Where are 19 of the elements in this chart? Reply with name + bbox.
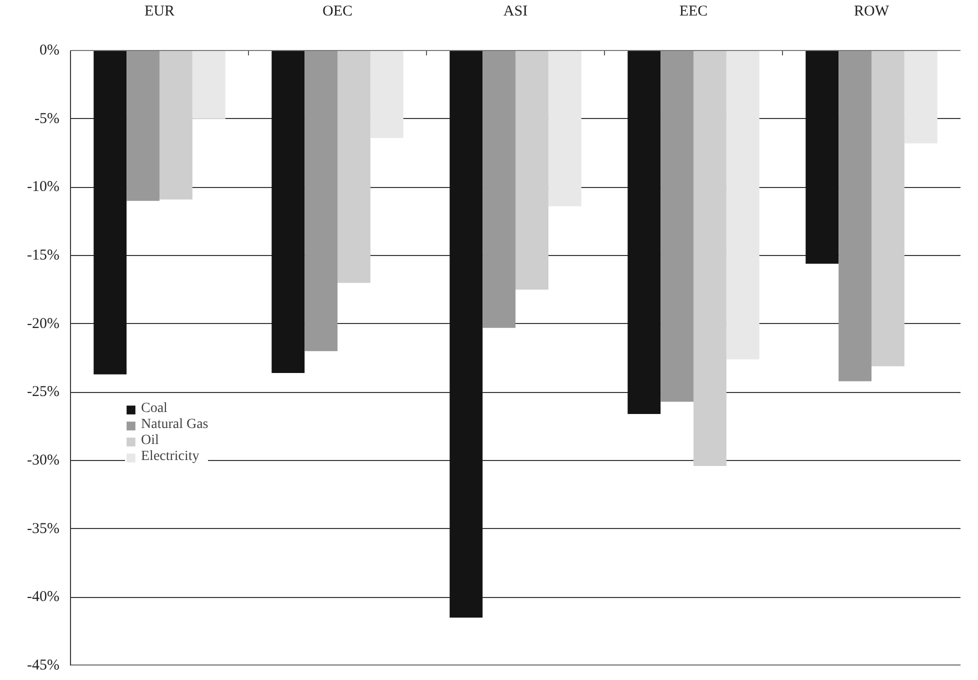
x-tick-label: EEC xyxy=(679,4,708,20)
y-tick-label: -10% xyxy=(27,179,60,196)
y-tick-label: -20% xyxy=(27,316,60,332)
y-tick-label: -5% xyxy=(34,110,60,127)
y-tick-label: -15% xyxy=(27,248,60,264)
x-tick-label: OEC xyxy=(322,4,352,20)
y-tick-label: 0% xyxy=(40,42,60,58)
legend-label: Natural Gas xyxy=(141,417,208,433)
legend-label: Electricity xyxy=(141,449,200,465)
y-tick-label: -45% xyxy=(27,658,60,674)
x-tick-label: ROW xyxy=(854,4,890,20)
y-tick-label: -25% xyxy=(27,384,60,400)
x-tick-label: ASI xyxy=(503,4,528,20)
y-tick-label: -30% xyxy=(27,452,60,468)
y-tick-label: -35% xyxy=(27,520,60,537)
x-tick-label: EUR xyxy=(144,4,174,20)
y-tick-label: -40% xyxy=(27,589,60,606)
legend-label: Coal xyxy=(141,401,168,417)
legend-label: Oil xyxy=(141,433,160,449)
